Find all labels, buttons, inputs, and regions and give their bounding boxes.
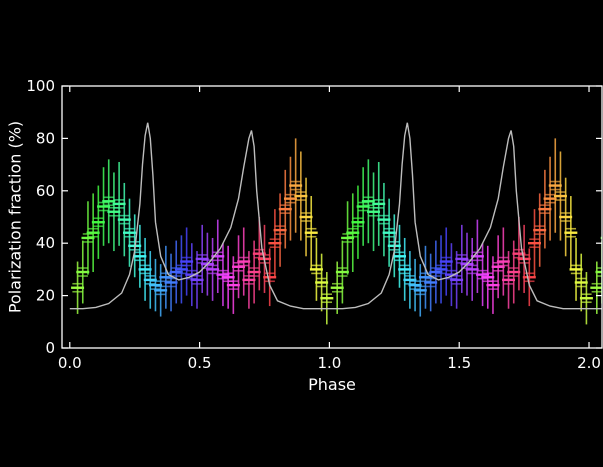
- y-tick-label: 40: [36, 234, 55, 252]
- data-point: [263, 248, 277, 307]
- data-point: [330, 261, 344, 314]
- x-tick-label: 0.0: [58, 354, 82, 372]
- data-point: [377, 182, 391, 257]
- data-point: [372, 161, 386, 246]
- data-point: [278, 169, 292, 249]
- x-tick-label: 0.5: [188, 354, 212, 372]
- data-point: [398, 237, 412, 301]
- data-point: [507, 240, 521, 304]
- data-point: [564, 196, 578, 270]
- data-point: [133, 224, 147, 288]
- data-point: [309, 237, 323, 301]
- data-point: [559, 177, 573, 257]
- axis-ticks: 0.0 0.5 1.0 1.5 2.0 0 20 40 60 80 100: [26, 77, 602, 372]
- data-point: [159, 245, 173, 309]
- data-point: [424, 253, 438, 312]
- y-tick-label: 60: [36, 182, 55, 200]
- data-point: [247, 240, 261, 304]
- data-point: [590, 261, 602, 314]
- data-point: [548, 138, 562, 233]
- data-point: [138, 237, 152, 301]
- data-point: [444, 243, 458, 307]
- x-tick-label: 1.5: [447, 354, 471, 372]
- data-point: [268, 209, 282, 278]
- data-point: [185, 243, 199, 307]
- data-point: [569, 237, 583, 301]
- data-point: [341, 201, 355, 275]
- data-point: [216, 243, 230, 307]
- data-point: [71, 261, 85, 314]
- data-point: [356, 167, 370, 246]
- data-point: [91, 185, 105, 259]
- y-tick-label: 80: [36, 129, 55, 147]
- data-point: [195, 224, 209, 293]
- data-point: [81, 201, 95, 275]
- data-point: [148, 258, 162, 312]
- x-axis-label: Phase: [308, 375, 356, 394]
- data-point: [112, 161, 126, 246]
- y-tick-label: 100: [26, 77, 55, 95]
- data-point: [190, 251, 204, 309]
- data-point: [304, 196, 318, 270]
- x-tick-label: 1.0: [317, 354, 341, 372]
- data-point: [86, 193, 100, 273]
- data-point: [382, 198, 396, 267]
- data-point: [351, 185, 365, 259]
- x-tick-label: 2.0: [577, 354, 601, 372]
- data-point: [117, 182, 131, 257]
- data-point: [169, 240, 183, 304]
- data-point: [299, 177, 313, 257]
- y-tick-label: 0: [45, 339, 55, 357]
- data-point: [361, 159, 375, 244]
- plot-frame: [61, 85, 603, 349]
- data-point: [164, 253, 178, 312]
- data-point: [522, 248, 536, 307]
- data-point: [206, 237, 220, 301]
- data-point: [232, 235, 246, 299]
- data-point: [455, 224, 469, 293]
- data-point: [102, 159, 116, 244]
- data-point: [294, 151, 308, 241]
- data-point: [76, 240, 90, 304]
- data-point: [346, 193, 360, 273]
- light-curve-line: [69, 122, 602, 310]
- data-point: [143, 251, 157, 309]
- data-point: [408, 258, 422, 312]
- light-curve-layer: [69, 122, 602, 310]
- data-point: [289, 138, 303, 233]
- data-point: [543, 156, 557, 241]
- data-point: [97, 167, 111, 246]
- data-point: [335, 240, 349, 304]
- data-point: [320, 272, 334, 325]
- y-tick-label: 20: [36, 287, 55, 305]
- data-point: [418, 245, 432, 309]
- data-point: [595, 240, 602, 304]
- y-axis-label: Polarization fraction (%): [6, 121, 25, 313]
- data-point: [579, 272, 593, 325]
- data-point: [180, 227, 194, 296]
- data-point: [393, 224, 406, 288]
- data-point: [439, 227, 453, 296]
- data-point: [528, 209, 541, 278]
- data-point: [491, 235, 505, 299]
- data-point: [429, 240, 443, 304]
- data-point: [476, 243, 490, 307]
- data-point: [465, 237, 479, 301]
- data-point: [403, 251, 417, 309]
- data-point: [553, 151, 567, 241]
- data-point: [283, 156, 297, 241]
- data-point: [538, 169, 552, 249]
- data-point: [450, 251, 464, 309]
- data-point: [123, 198, 136, 267]
